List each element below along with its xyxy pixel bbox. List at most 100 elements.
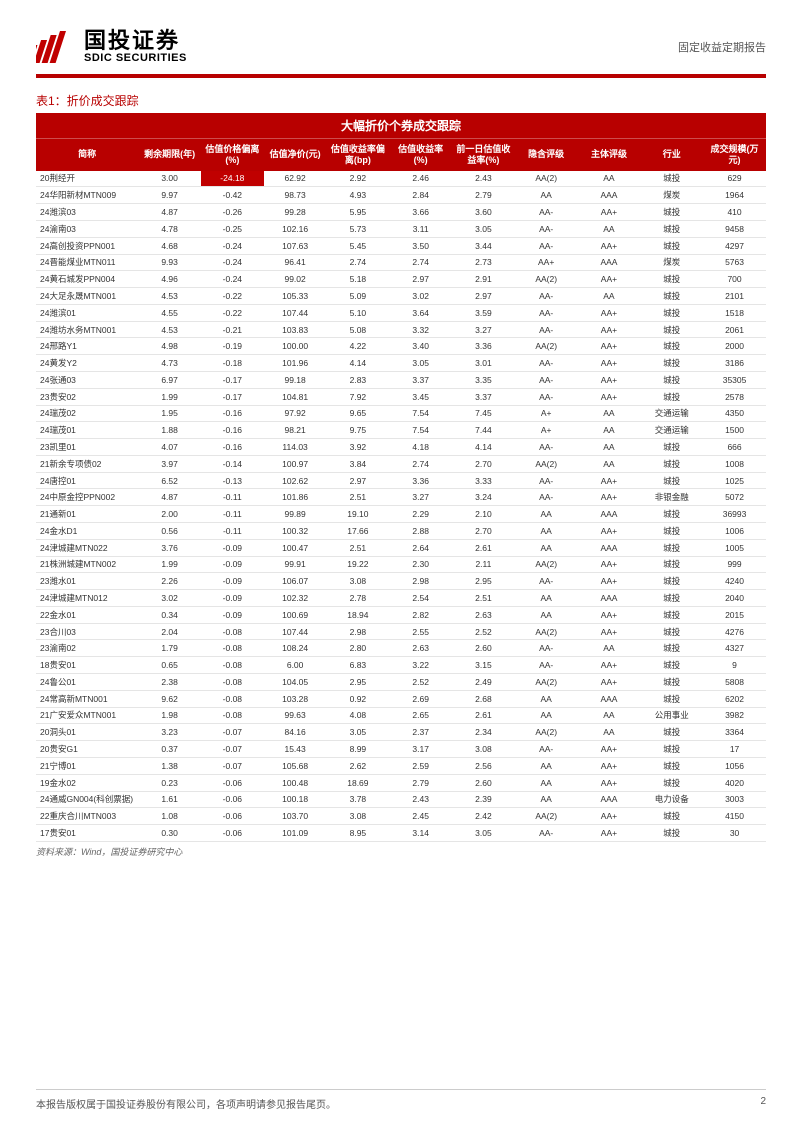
table-cell: 107.44 [264, 304, 327, 321]
table-cell: -0.09 [201, 539, 264, 556]
table-cell: 3982 [703, 707, 766, 724]
table-cell: 0.92 [327, 690, 390, 707]
table-cell: 2.74 [389, 455, 452, 472]
table-cell: AA- [515, 657, 578, 674]
table-cell: 410 [703, 204, 766, 221]
table-cell: 114.03 [264, 439, 327, 456]
table-cell: 105.68 [264, 757, 327, 774]
table-cell: 1.08 [138, 808, 201, 825]
table-cell: 2.39 [452, 791, 515, 808]
table-cell: 24瑞茂01 [36, 422, 138, 439]
table-cell: 103.70 [264, 808, 327, 825]
table-cell: AA+ [578, 573, 641, 590]
table-cell: 2.60 [452, 640, 515, 657]
table-cell: AA [515, 707, 578, 724]
column-header-row: 简称剩余期限(年)估值价格偏离(%)估值净价(元)估值收益率偏离(bp)估值收益… [36, 139, 766, 171]
table-cell: 3.78 [327, 791, 390, 808]
table-cell: AA+ [578, 271, 641, 288]
table-cell: 24潍滨03 [36, 204, 138, 221]
table-cell: 6.00 [264, 657, 327, 674]
table-cell: 101.86 [264, 489, 327, 506]
table-cell: -0.07 [201, 757, 264, 774]
table-cell: AA- [515, 237, 578, 254]
table-cell: AA+ [578, 338, 641, 355]
table-cell: 3.15 [452, 657, 515, 674]
table-cell: 2.92 [327, 171, 390, 187]
table-cell: 城投 [640, 657, 703, 674]
table-row: 24潍坊水务MTN0014.53-0.21103.835.083.323.27A… [36, 321, 766, 338]
table-cell: -0.19 [201, 338, 264, 355]
table-cell: 24高创投资PPN001 [36, 237, 138, 254]
table-cell: 23潍水01 [36, 573, 138, 590]
table-cell: 5.09 [327, 288, 390, 305]
table-cell: 4327 [703, 640, 766, 657]
table-cell: 6.83 [327, 657, 390, 674]
table-cell: 97.92 [264, 405, 327, 422]
table-cell: 非银金融 [640, 489, 703, 506]
table-cell: 15.43 [264, 741, 327, 758]
table-cell: 城投 [640, 455, 703, 472]
table-cell: 3.45 [389, 388, 452, 405]
table-cell: 3.23 [138, 724, 201, 741]
table-row: 24潍滨014.55-0.22107.445.103.643.59AA-AA+城… [36, 304, 766, 321]
table-cell: 21广安爱众MTN001 [36, 707, 138, 724]
table-cell: 城投 [640, 590, 703, 607]
table-cell: 城投 [640, 220, 703, 237]
column-header: 前一日估值收益率(%) [452, 139, 515, 171]
table-cell: 7.45 [452, 405, 515, 422]
table-cell: 2.63 [452, 606, 515, 623]
table-cell: 100.32 [264, 523, 327, 540]
table-cell: 17.66 [327, 523, 390, 540]
table-cell: 2.95 [452, 573, 515, 590]
table-cell: 2.62 [327, 757, 390, 774]
table-cell: 2.30 [389, 556, 452, 573]
table-cell: AA+ [578, 237, 641, 254]
table-cell: 3.27 [389, 489, 452, 506]
table-cell: 2.63 [389, 640, 452, 657]
table-row: 20贵安G10.37-0.0715.438.993.173.08AA-AA+城投… [36, 741, 766, 758]
table-cell: AA+ [578, 606, 641, 623]
table-cell: -0.16 [201, 422, 264, 439]
table-row: 20荆经开3.00-24.1862.922.922.462.43AA(2)AA城… [36, 171, 766, 187]
table-cell: AA- [515, 573, 578, 590]
table-cell: AA+ [578, 472, 641, 489]
table-cell: 城投 [640, 724, 703, 741]
table-row: 24潍滨034.87-0.2699.285.953.663.60AA-AA+城投… [36, 204, 766, 221]
page-header: 国投证券 SDIC SECURITIES 固定收益定期报告 [36, 30, 766, 64]
table-cell: 2.69 [389, 690, 452, 707]
table-cell: 23凯里01 [36, 439, 138, 456]
column-header: 估值价格偏离(%) [201, 139, 264, 171]
table-cell: 24鲁公01 [36, 674, 138, 691]
table-cell: 2.84 [389, 187, 452, 204]
table-row: 24大足永晟MTN0014.53-0.22105.335.093.022.97A… [36, 288, 766, 305]
table-cell: 城投 [640, 355, 703, 372]
table-cell: AA- [515, 640, 578, 657]
table-row: 24常高新MTN0019.62-0.08103.280.922.692.68AA… [36, 690, 766, 707]
table-cell: 18.94 [327, 606, 390, 623]
table-cell: AA+ [578, 321, 641, 338]
table-cell: 100.97 [264, 455, 327, 472]
table-cell: 24张通03 [36, 371, 138, 388]
table-cell: AA(2) [515, 271, 578, 288]
table-cell: 24金水D1 [36, 523, 138, 540]
table-cell: 3364 [703, 724, 766, 741]
table-cell: AA [515, 506, 578, 523]
table-cell: AA [578, 707, 641, 724]
table-cell: 4350 [703, 405, 766, 422]
table-cell: 1006 [703, 523, 766, 540]
table-cell: AA+ [515, 254, 578, 271]
table-cell: 城投 [640, 171, 703, 187]
table-cell: 2.74 [389, 254, 452, 271]
table-cell: 999 [703, 556, 766, 573]
table-cell: AA+ [578, 657, 641, 674]
table-cell: 103.28 [264, 690, 327, 707]
table-row: 24通威GN004(科创票据)1.61-0.06100.183.782.432.… [36, 791, 766, 808]
table-cell: 3.32 [389, 321, 452, 338]
table-cell: -0.09 [201, 606, 264, 623]
table-cell: -0.06 [201, 791, 264, 808]
table-cell: 4297 [703, 237, 766, 254]
table-cell: -0.07 [201, 724, 264, 741]
table-cell: 3.05 [452, 825, 515, 842]
table-cell: AA- [515, 388, 578, 405]
table-cell: 城投 [640, 539, 703, 556]
